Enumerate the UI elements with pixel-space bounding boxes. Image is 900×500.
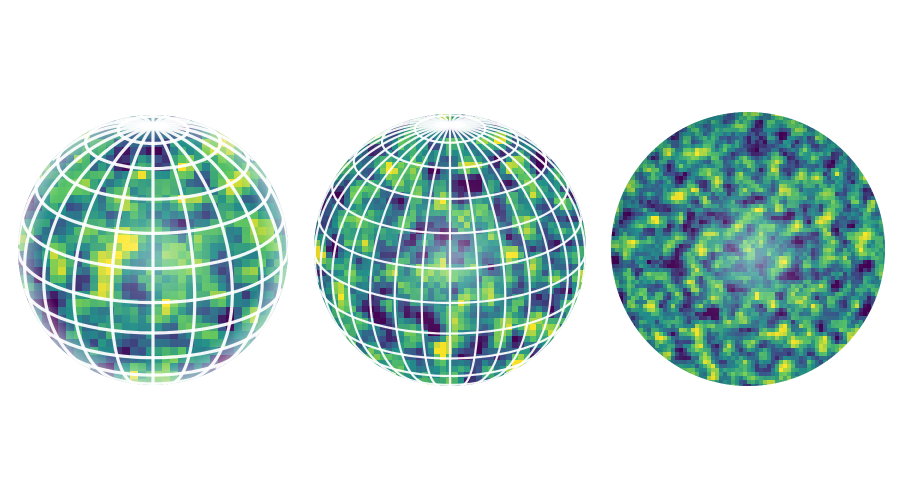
longitude-line <box>448 114 462 126</box>
shading <box>611 112 885 386</box>
longitude-line <box>448 123 532 381</box>
longitude-line <box>18 124 155 246</box>
longitude-line <box>314 123 452 283</box>
longitude-line <box>109 124 155 385</box>
longitude-line <box>331 123 452 362</box>
longitude-line <box>374 120 452 138</box>
longitude-line <box>151 123 255 161</box>
longitude-line <box>448 123 480 386</box>
longitude-line <box>448 120 526 138</box>
longitude-line <box>42 124 155 371</box>
longitude-line <box>318 123 452 214</box>
longitude-line <box>151 124 284 338</box>
grid-lines <box>314 114 586 386</box>
longitude-line <box>448 118 502 126</box>
longitude-line <box>438 114 452 126</box>
longitude-line <box>448 114 474 126</box>
longitude-line <box>348 122 452 160</box>
longitude-line <box>448 123 581 338</box>
longitude-line <box>151 116 191 128</box>
longitude-line <box>393 123 452 385</box>
longitude-line <box>448 123 582 214</box>
longitude-line <box>151 115 170 128</box>
longitude-line <box>71 124 155 381</box>
longitude-line <box>448 123 586 283</box>
longitude-line <box>448 123 569 362</box>
grid-lines <box>18 115 288 385</box>
no-grid-sphere <box>611 112 885 386</box>
longitude-line <box>151 124 264 371</box>
longitude-line <box>22 124 155 338</box>
longitude-line <box>51 123 155 161</box>
longitude-line <box>448 116 488 126</box>
longitude-line <box>347 123 452 376</box>
coarse-grid-sphere <box>18 115 288 385</box>
longitude-line <box>448 123 507 385</box>
longitude-line <box>151 124 197 385</box>
longitude-line <box>319 123 452 338</box>
fine-grid-sphere <box>314 114 586 386</box>
longitude-line <box>151 120 215 131</box>
longitude-line <box>448 122 552 160</box>
longitude-line <box>368 123 452 381</box>
longitude-line <box>151 124 288 252</box>
longitude-line <box>420 123 452 386</box>
longitude-line <box>151 124 235 381</box>
longitude-line <box>448 123 553 376</box>
